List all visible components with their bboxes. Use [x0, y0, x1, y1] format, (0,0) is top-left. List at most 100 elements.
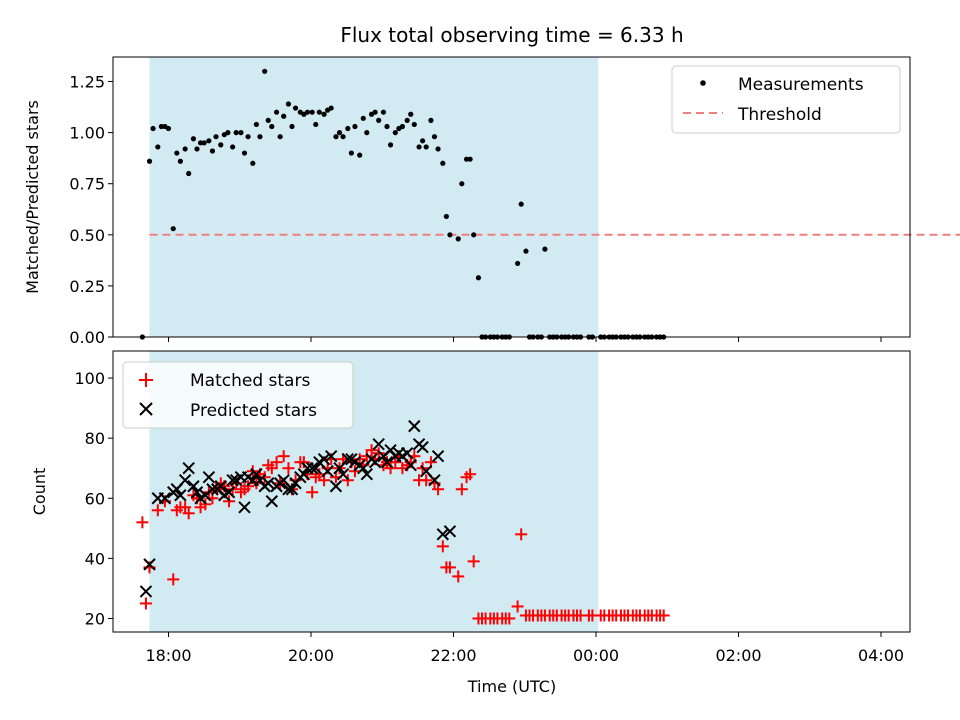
predicted-point	[436, 528, 450, 541]
legend-predicted-label: Predicted stars	[190, 401, 317, 421]
measurement-point	[336, 130, 343, 136]
measurement-point	[408, 111, 414, 117]
measurement-point	[515, 260, 521, 267]
chart-title: Flux total observing time = 6.33 h	[340, 23, 683, 47]
matched-point	[464, 468, 477, 481]
measurement-point	[542, 246, 548, 252]
top-y-tick-label: 0.25	[69, 277, 105, 296]
measurement-point	[146, 158, 153, 164]
measurement-point	[352, 123, 358, 130]
predicted-point	[428, 474, 441, 487]
measurement-point	[435, 146, 441, 152]
measurement-point	[348, 150, 354, 156]
measurement-point	[250, 160, 256, 166]
predicted-point	[372, 437, 385, 451]
predicted-point	[297, 468, 311, 481]
measurement-point	[209, 148, 216, 154]
matched-point	[282, 462, 295, 475]
matched-point	[384, 462, 397, 475]
legend-measurements-label: Measurements	[738, 75, 864, 95]
measurement-point	[523, 248, 529, 254]
measurement-point	[428, 117, 434, 123]
measurement-point	[262, 68, 268, 74]
top-y-axis: 0.00 0.25 0.50 0.75 1.00 1.25	[69, 73, 113, 347]
measurement-point	[380, 109, 387, 115]
matched-point	[306, 486, 319, 499]
measurement-point	[197, 140, 204, 146]
bottom-y-axis-label: Count	[30, 468, 49, 516]
matched-point	[179, 501, 192, 514]
measurement-point	[230, 144, 236, 150]
measurement-point	[292, 105, 299, 111]
predicted-point	[416, 440, 429, 454]
bottom-y-tick-label: 20	[85, 609, 105, 628]
predicted-point	[143, 558, 156, 571]
bottom-y-tick-label: 80	[85, 429, 105, 448]
matched-point	[436, 540, 449, 553]
matched-point	[136, 516, 149, 529]
predicted-point	[202, 471, 216, 484]
measurement-point	[440, 160, 446, 166]
x-tick-label: 02:00	[715, 646, 761, 665]
top-panel: 0.00 0.25 0.50 0.75 1.00 1.25 Matched/Predict…	[23, 56, 960, 347]
measurement-point	[420, 138, 426, 144]
measurement-point	[459, 181, 465, 187]
measurement-point	[269, 123, 275, 130]
legend-matched-label: Matched stars	[190, 371, 310, 391]
legend-measurements-marker	[700, 80, 706, 86]
measurement-point	[289, 123, 295, 130]
x-tick-label: 18:00	[145, 646, 191, 665]
measurement-point	[431, 134, 438, 140]
measurement-point	[182, 146, 188, 152]
matched-point	[318, 474, 331, 487]
matched-point	[365, 444, 378, 457]
predicted-point	[324, 449, 338, 463]
bottom-y-tick-label: 60	[85, 489, 105, 508]
measurement-point	[257, 134, 263, 140]
measurement-point	[372, 109, 378, 115]
measurement-point	[201, 140, 207, 146]
measurement-point	[463, 156, 470, 162]
predicted-point	[431, 449, 445, 463]
matched-point	[372, 447, 385, 460]
top-x-ticks	[168, 337, 882, 342]
measurement-point	[174, 150, 180, 156]
predicted-point	[187, 480, 200, 493]
predicted-point	[400, 446, 414, 460]
measurement-point	[170, 226, 176, 232]
measurement-point	[328, 105, 334, 111]
predicted-point	[265, 495, 279, 508]
measurement-point	[384, 123, 390, 130]
measurement-point	[333, 134, 339, 140]
measurement-point	[316, 109, 322, 115]
predicted-point	[226, 474, 239, 487]
matched-point	[455, 483, 468, 496]
predicted-point	[190, 486, 204, 499]
predicted-point	[178, 474, 192, 487]
predicted-point	[321, 465, 334, 478]
measurement-point	[471, 232, 477, 238]
bottom-y-tick-label: 40	[85, 549, 105, 568]
top-y-tick-label: 1.25	[69, 73, 105, 92]
measurement-point	[321, 111, 327, 117]
x-axis-label: Time (UTC)	[467, 677, 556, 696]
measurement-point	[360, 115, 366, 121]
predicted-point	[262, 477, 275, 490]
bottom-panel: 20 40 60 80 100 18:00 20:00 22:00 00:00 02:00 04:…	[30, 350, 911, 696]
predicted-point	[360, 468, 374, 481]
predicted-point	[380, 455, 394, 469]
x-tick-label: 04:00	[858, 646, 904, 665]
predicted-point	[336, 468, 350, 481]
matched-point	[270, 456, 283, 469]
predicted-point	[222, 486, 236, 499]
measurement-point	[194, 146, 200, 152]
matched-point	[353, 453, 366, 466]
measurement-point	[340, 134, 346, 140]
measurement-point	[404, 117, 410, 123]
predicted-point	[214, 480, 227, 493]
predicted-point	[408, 419, 421, 433]
predicted-point	[329, 480, 343, 493]
predicted-point	[341, 452, 355, 466]
legend-matched-marker	[139, 373, 153, 387]
matched-point	[389, 456, 402, 469]
